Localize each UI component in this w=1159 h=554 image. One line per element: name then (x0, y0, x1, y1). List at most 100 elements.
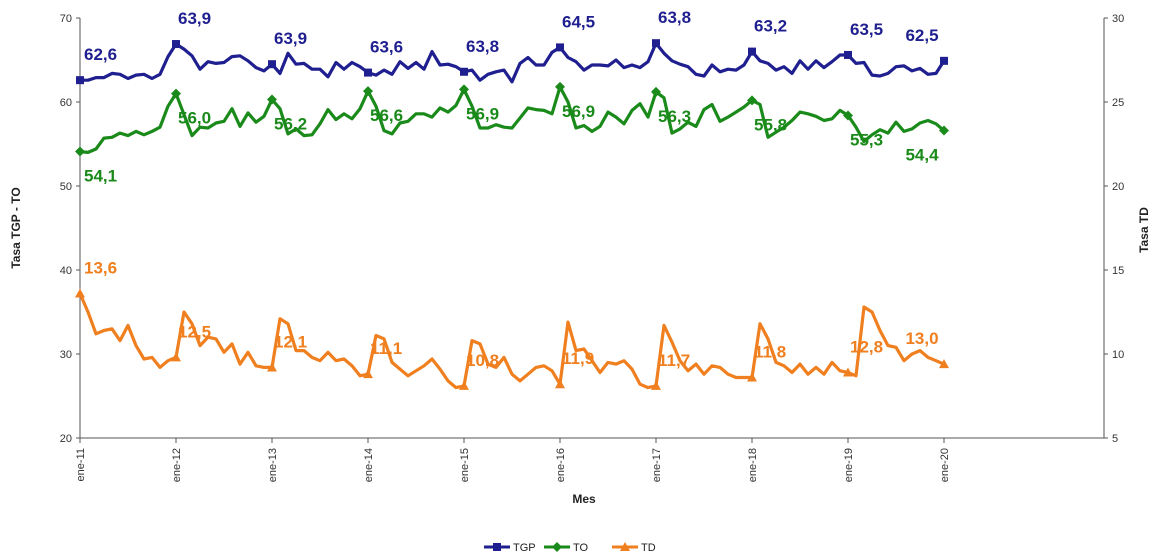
data-point-tgp (460, 67, 468, 76)
data-label-tgp: 63,8 (466, 37, 499, 56)
left-tick-label: 20 (60, 433, 72, 445)
data-label-td: 13,0 (905, 329, 938, 348)
x-axis-title: Mes (572, 492, 596, 506)
legend-marker-tgp (493, 543, 501, 551)
data-point-td (843, 367, 853, 377)
data-label-td: 11,7 (658, 351, 690, 370)
right-tick-label: 5 (1112, 433, 1118, 445)
left-tick-label: 40 (60, 265, 72, 277)
data-label-to: 56,9 (562, 102, 595, 121)
data-point-td (651, 380, 661, 390)
x-tick-label: ene-18 (747, 448, 759, 482)
data-point-td (363, 369, 373, 379)
data-point-tgp (652, 39, 660, 48)
data-label-tgp: 62,6 (84, 45, 117, 64)
data-point-to (363, 86, 373, 97)
data-point-to (939, 125, 949, 136)
data-point-td (939, 359, 949, 369)
data-point-tgp (364, 68, 372, 77)
data-point-to (267, 94, 277, 105)
legend-label-to: TO (573, 542, 589, 554)
data-label-td: 12,5 (178, 322, 211, 341)
data-label-to: 55,3 (850, 130, 883, 149)
y-axis-left-title: Tasa TGP - TO (9, 187, 23, 268)
x-tick-label: ene-19 (843, 448, 855, 482)
data-label-tgp: 64,5 (562, 12, 595, 31)
series-line-tgp (78, 41, 946, 84)
data-label-tgp: 62,5 (905, 26, 938, 45)
data-point-tgp (748, 47, 756, 56)
data-label-td: 11,9 (562, 349, 594, 368)
axes (79, 18, 1105, 439)
left-tick-label: 50 (60, 181, 72, 193)
data-label-to: 56,0 (178, 109, 211, 128)
data-label-to: 54,4 (905, 146, 939, 165)
x-tick-label: ene-15 (459, 448, 471, 482)
x-tick-label: ene-16 (555, 448, 567, 482)
data-point-td (555, 379, 565, 389)
right-tick-label: 25 (1112, 97, 1124, 109)
data-point-to (75, 146, 85, 157)
data-point-to (555, 81, 565, 92)
data-label-tgp: 63,8 (658, 8, 691, 27)
data-point-tgp (940, 56, 948, 65)
data-label-td: 11,8 (754, 343, 786, 362)
data-point-tgp (844, 50, 852, 59)
data-label-tgp: 63,9 (178, 9, 211, 28)
data-point-to (171, 88, 181, 99)
data-label-to: 56,6 (370, 106, 403, 125)
series-layer (75, 39, 949, 390)
data-point-to (843, 110, 853, 121)
x-tick-label: ene-20 (939, 448, 951, 482)
data-label-to: 54,1 (84, 167, 117, 186)
data-label-td: 11,1 (370, 339, 402, 358)
legend-label-tgp: TGP (513, 542, 536, 554)
left-tick-label: 30 (60, 349, 72, 361)
y-axis-right-title: Tasa TD (1137, 207, 1151, 253)
data-point-td (75, 288, 85, 298)
data-label-td: 12,8 (850, 337, 883, 356)
left-y-ticks: 20 30 40 50 60 70 (60, 13, 80, 445)
series-line-to (78, 85, 946, 154)
legend-label-td: TD (641, 542, 656, 554)
data-label-td: 13,6 (84, 259, 117, 278)
data-point-tgp (172, 40, 180, 49)
data-label-to: 56,9 (466, 104, 499, 123)
data-label-tgp: 63,6 (370, 38, 403, 57)
data-label-tgp: 63,9 (274, 29, 307, 48)
x-tick-label: ene-13 (267, 448, 279, 482)
data-label-tgp: 63,2 (754, 17, 787, 36)
left-tick-label: 60 (60, 97, 72, 109)
legend-marker-td (620, 542, 630, 551)
data-labels-layer: 62,6 63,9 63,9 63,6 63,8 64,5 63,8 63,2 63,5 62,5… (84, 8, 939, 370)
data-point-td (747, 372, 757, 382)
right-tick-label: 20 (1112, 181, 1124, 193)
right-tick-label: 10 (1112, 349, 1124, 361)
left-tick-label: 70 (60, 13, 72, 25)
data-label-td: 12,1 (274, 332, 307, 351)
x-tick-label: ene-11 (75, 448, 87, 481)
data-label-tgp: 63,5 (850, 20, 883, 39)
data-point-tgp (556, 43, 564, 52)
legend-marker-to (552, 542, 562, 552)
data-point-to (651, 86, 661, 97)
data-point-td (459, 380, 469, 390)
x-tick-label: ene-14 (363, 448, 375, 482)
data-point-to (459, 84, 469, 95)
data-point-to (747, 95, 757, 106)
data-point-td (267, 362, 277, 372)
data-point-td (171, 352, 181, 362)
data-label-to: 56,3 (658, 107, 691, 126)
data-label-td: 10,8 (466, 351, 499, 370)
x-tick-label: ene-12 (171, 448, 183, 482)
data-label-to: 55,8 (754, 115, 787, 134)
series-line-td (78, 291, 946, 390)
right-y-ticks: 5 10 15 20 25 30 (1104, 13, 1124, 445)
x-ticks: ene-11 ene-12 ene-13 ene-14 ene-15 ene-16 ene-… (75, 438, 951, 482)
data-label-to: 56,2 (274, 114, 307, 133)
right-tick-label: 15 (1112, 265, 1124, 277)
right-tick-label: 30 (1112, 13, 1124, 25)
data-point-tgp (268, 60, 276, 69)
x-tick-label: ene-17 (651, 448, 663, 482)
